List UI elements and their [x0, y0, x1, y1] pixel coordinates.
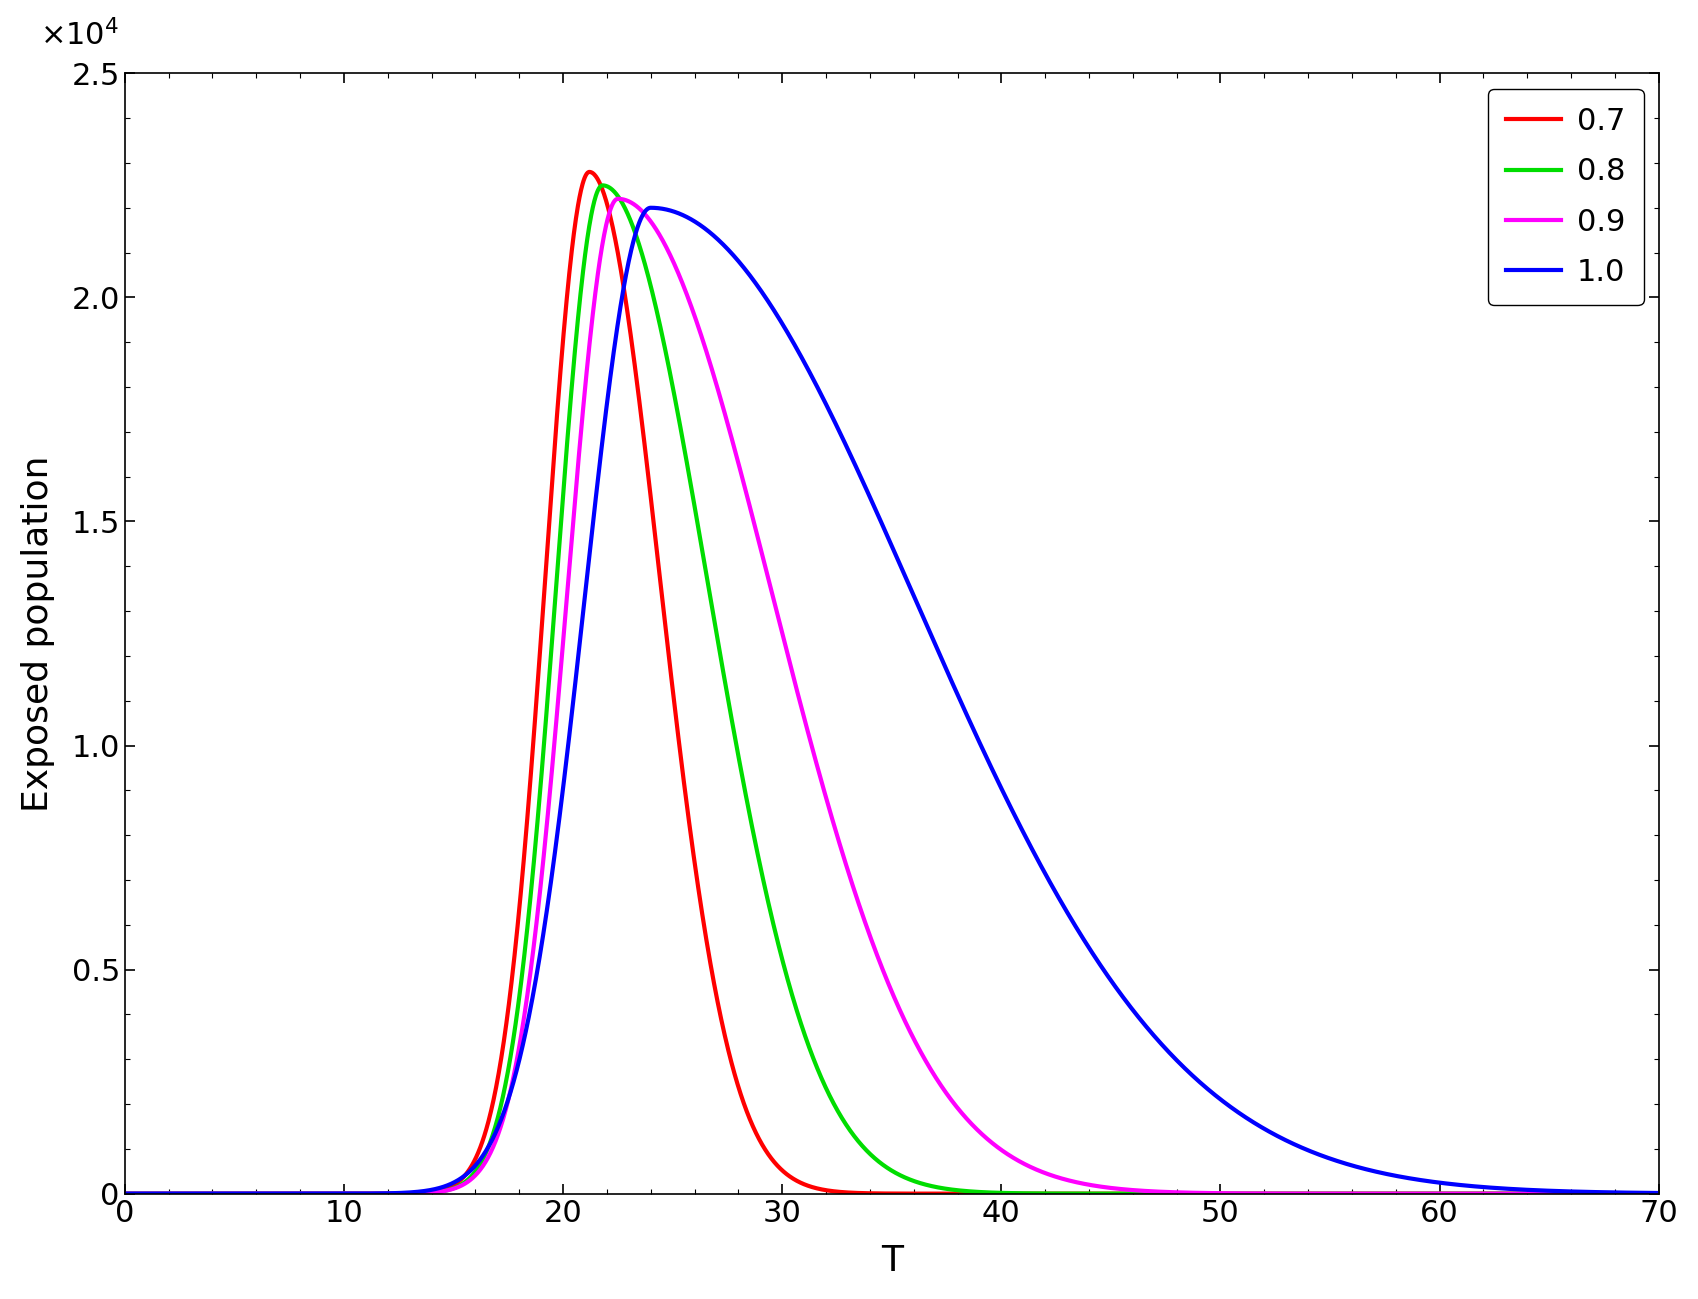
0.7	[1453, 1186, 1474, 1202]
1.0	[1647, 1185, 1667, 1200]
0.7	[1647, 1186, 1667, 1202]
0.7	[289, 1186, 309, 1202]
0.8	[1618, 1186, 1639, 1202]
1.0	[289, 1186, 309, 1202]
Line: 0.7: 0.7	[124, 171, 1657, 1194]
Line: 0.8: 0.8	[124, 186, 1657, 1194]
1.0	[1453, 1178, 1474, 1194]
1.0	[1618, 1185, 1639, 1200]
1.0	[640, 200, 661, 216]
1.0	[380, 1186, 401, 1202]
0.9	[1453, 1186, 1474, 1202]
0.9	[608, 191, 628, 207]
1.0	[769, 312, 790, 327]
0.7	[579, 164, 599, 179]
0.8	[703, 608, 723, 624]
0.9	[1618, 1186, 1639, 1202]
0.7	[114, 1186, 134, 1202]
0.7	[703, 973, 723, 989]
0.9	[114, 1186, 134, 1202]
Y-axis label: Exposed population: Exposed population	[20, 455, 54, 812]
0.9	[769, 617, 790, 633]
0.9	[703, 366, 723, 382]
0.8	[114, 1186, 134, 1202]
0.8	[380, 1186, 401, 1202]
0.9	[1647, 1186, 1667, 1202]
0.8	[1647, 1186, 1667, 1202]
0.7	[769, 1160, 790, 1176]
1.0	[114, 1186, 134, 1202]
0.9	[380, 1186, 401, 1202]
0.8	[1453, 1186, 1474, 1202]
0.8	[593, 178, 613, 194]
0.8	[289, 1186, 309, 1202]
X-axis label: T: T	[880, 1244, 902, 1278]
0.7	[380, 1186, 401, 1202]
Text: $\times10^4$: $\times10^4$	[41, 18, 119, 51]
0.8	[769, 943, 790, 959]
Line: 1.0: 1.0	[124, 208, 1657, 1194]
0.9	[289, 1186, 309, 1202]
1.0	[703, 227, 723, 243]
Legend: 0.7, 0.8, 0.9, 1.0: 0.7, 0.8, 0.9, 1.0	[1487, 88, 1642, 305]
Line: 0.9: 0.9	[124, 199, 1657, 1194]
0.7	[1618, 1186, 1639, 1202]
